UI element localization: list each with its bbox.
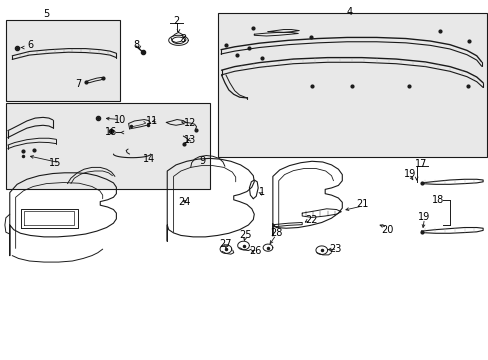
Text: 2: 2 xyxy=(173,16,179,26)
Text: 11: 11 xyxy=(145,116,158,126)
Text: 22: 22 xyxy=(305,215,318,225)
Text: 5: 5 xyxy=(43,9,49,19)
Text: 4: 4 xyxy=(346,6,352,17)
Text: 19: 19 xyxy=(417,212,430,222)
Text: 14: 14 xyxy=(142,154,155,164)
Text: 25: 25 xyxy=(239,230,251,240)
Text: 21: 21 xyxy=(356,199,368,210)
FancyBboxPatch shape xyxy=(6,103,210,189)
Text: 24: 24 xyxy=(178,197,191,207)
Text: 16: 16 xyxy=(105,127,118,138)
Text: 1: 1 xyxy=(258,186,264,197)
Text: 3: 3 xyxy=(180,34,185,44)
Text: 18: 18 xyxy=(430,195,443,205)
Text: 23: 23 xyxy=(328,244,341,254)
Text: 19: 19 xyxy=(403,168,415,179)
Text: 26: 26 xyxy=(248,246,261,256)
Text: 9: 9 xyxy=(200,156,205,166)
Text: 10: 10 xyxy=(113,114,126,125)
Text: 13: 13 xyxy=(183,135,196,145)
FancyBboxPatch shape xyxy=(217,13,486,157)
Text: 17: 17 xyxy=(414,159,427,169)
Text: 12: 12 xyxy=(183,118,196,128)
Text: 6: 6 xyxy=(27,40,33,50)
Text: 27: 27 xyxy=(219,239,232,249)
Text: 15: 15 xyxy=(48,158,61,168)
FancyBboxPatch shape xyxy=(6,20,120,101)
Text: 20: 20 xyxy=(380,225,393,235)
Text: 8: 8 xyxy=(134,40,140,50)
Text: 28: 28 xyxy=(269,228,282,238)
Text: 7: 7 xyxy=(75,78,81,89)
